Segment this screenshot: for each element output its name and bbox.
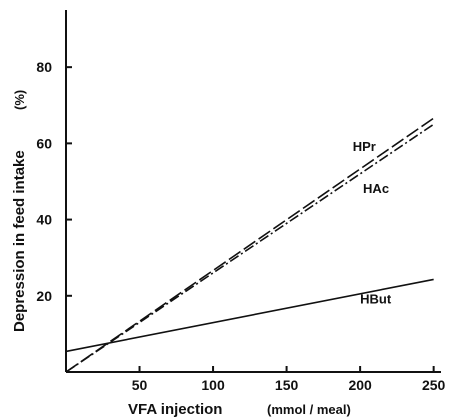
y-tick-label: 80 — [36, 59, 52, 75]
x-ticks: 50 100 150 200 250 — [132, 366, 446, 393]
series-line-hac — [65, 123, 435, 373]
series-label-hac: HAc — [363, 181, 389, 196]
series-label-hpr: HPr — [353, 139, 376, 154]
y-tick-label: 40 — [36, 212, 52, 228]
series-layer: HPr HAc HBut — [65, 117, 435, 373]
y-tick-label: 20 — [36, 288, 52, 304]
plot-area: 20 40 60 80 50 100 150 200 250 HPr HAc HBut — [36, 10, 446, 393]
y-axis-title: Depression in feed intake — [11, 150, 28, 332]
series-line-hpr — [65, 117, 435, 373]
x-tick-label: 100 — [201, 377, 225, 393]
x-tick-label: 150 — [275, 377, 299, 393]
y-ticks: 20 40 60 80 — [36, 59, 72, 304]
x-tick-label: 250 — [422, 377, 446, 393]
y-tick-label: 60 — [36, 135, 52, 151]
series-line-hbut — [65, 278, 434, 353]
series-label-hbut: HBut — [360, 291, 392, 306]
x-axis-title: VFA injection — [128, 401, 222, 418]
x-tick-label: 50 — [132, 377, 148, 393]
x-axis-unit: (mmol / meal) — [267, 402, 351, 417]
x-tick-label: 200 — [348, 377, 372, 393]
y-axis-unit: (%) — [12, 90, 27, 110]
